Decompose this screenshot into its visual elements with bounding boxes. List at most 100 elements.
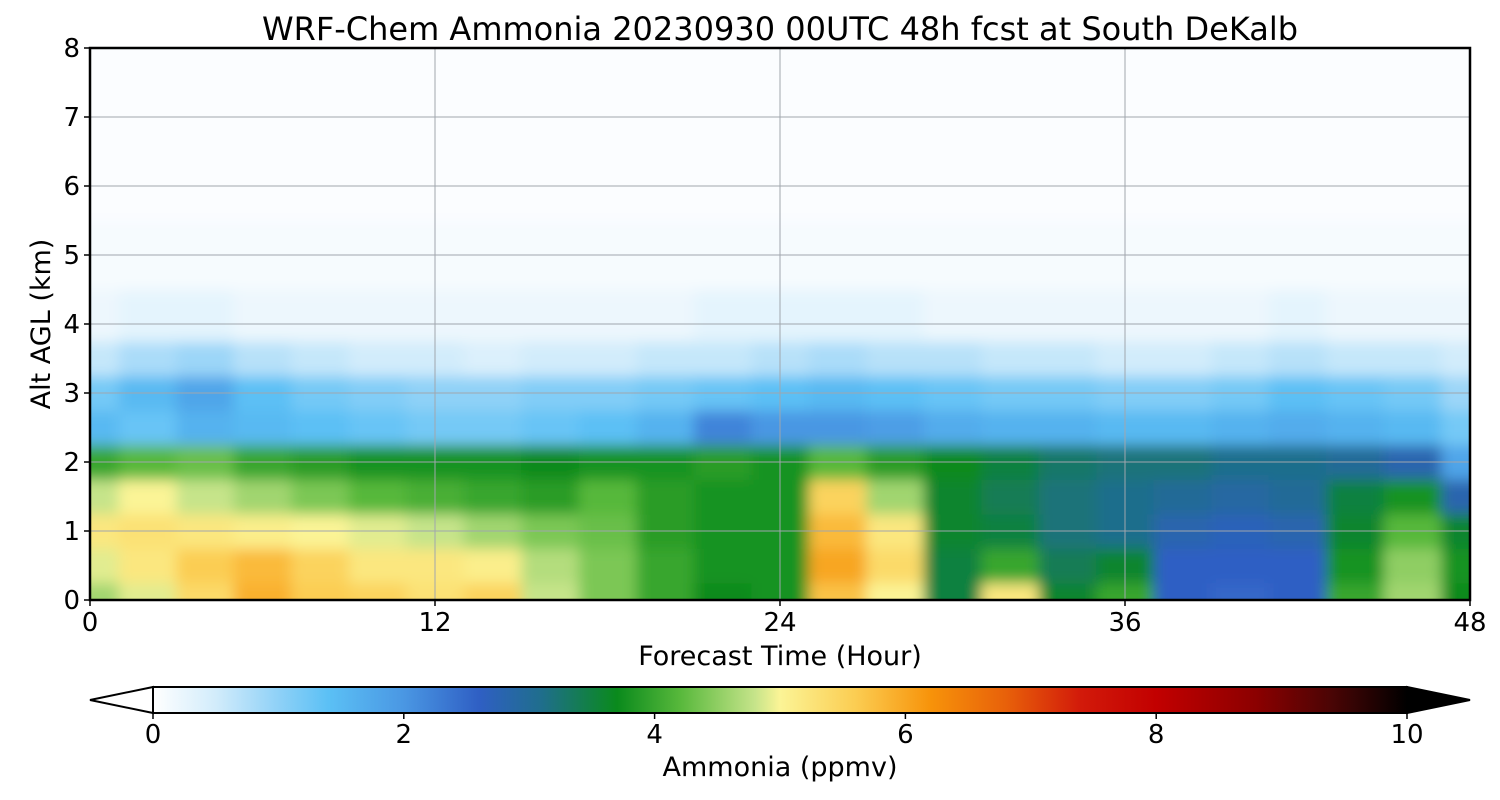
heatmap-cell xyxy=(291,341,350,377)
heatmap-cell xyxy=(866,410,925,446)
heatmap-cell xyxy=(1153,410,1212,446)
heatmap-cell xyxy=(1038,479,1097,515)
heatmap-cell xyxy=(1268,289,1327,342)
x-axis: 0 12 24 36 48 xyxy=(82,600,1487,638)
colorbar-tick-label: 0 xyxy=(145,720,162,750)
heatmap-cell xyxy=(693,410,752,446)
heatmap-cell xyxy=(1038,341,1097,377)
heatmap-cell xyxy=(521,582,580,600)
heatmap-cell xyxy=(1326,341,1385,377)
heatmap-cell xyxy=(578,582,637,600)
heatmap-cell xyxy=(291,548,350,584)
heatmap-cell xyxy=(291,48,350,84)
heatmap-cell xyxy=(981,479,1040,515)
heatmap-cell xyxy=(808,289,867,342)
heatmap-cell xyxy=(176,548,235,584)
heatmap-cell xyxy=(866,582,925,600)
heatmap-cell xyxy=(808,341,867,377)
y-tick-label: 2 xyxy=(63,448,80,478)
colorbar: 0 2 4 6 8 10 xyxy=(89,685,1471,750)
heatmap-cell xyxy=(1383,410,1442,446)
heatmap-cell xyxy=(233,582,292,600)
heatmap-cell xyxy=(1326,410,1385,446)
x-tick-label: 0 xyxy=(82,608,99,638)
heatmap-cell xyxy=(1268,548,1327,584)
heatmap-cell xyxy=(1383,479,1442,515)
heatmap-cell xyxy=(176,410,235,446)
heatmap-cell xyxy=(636,341,695,377)
grid-lines xyxy=(90,48,1470,600)
heatmap-cell xyxy=(233,341,292,377)
heatmap-cell xyxy=(1211,289,1270,342)
heatmap-cell xyxy=(981,548,1040,584)
heatmap-cell xyxy=(521,479,580,515)
heatmap-cell xyxy=(1441,410,1470,446)
heatmap-cell xyxy=(118,548,177,584)
heatmap-cell xyxy=(348,341,407,377)
heatmap-cell xyxy=(1383,48,1442,84)
heatmap-cell xyxy=(693,479,752,515)
heatmap-cell xyxy=(981,582,1040,600)
heatmap-cell xyxy=(1441,289,1470,342)
y-tick-label: 1 xyxy=(63,517,80,547)
heatmap-cell xyxy=(118,48,177,84)
heatmap-cell xyxy=(1153,479,1212,515)
heatmap-cell xyxy=(463,48,522,84)
heatmap-cell xyxy=(118,410,177,446)
heatmap-cell xyxy=(981,341,1040,377)
heatmap-cell xyxy=(1383,289,1442,342)
y-tick-label: 0 xyxy=(63,586,80,616)
heatmap-cell xyxy=(348,410,407,446)
heatmap-cell xyxy=(521,410,580,446)
heatmap-cell xyxy=(348,479,407,515)
heatmap-cell xyxy=(636,479,695,515)
colorbar-gradient xyxy=(152,686,1408,714)
heatmap-cell xyxy=(1038,582,1097,600)
x-axis-label: Forecast Time (Hour) xyxy=(638,641,922,672)
heatmap-cell xyxy=(1211,479,1270,515)
heatmap-cell xyxy=(233,410,292,446)
heatmap-cell xyxy=(981,410,1040,446)
heatmap-cell xyxy=(866,341,925,377)
heatmap-cell xyxy=(923,582,982,600)
heatmap-cell xyxy=(866,548,925,584)
chart-title: WRF-Chem Ammonia 20230930 00UTC 48h fcst… xyxy=(262,10,1298,48)
heatmap-cell xyxy=(176,48,235,84)
heatmap-cell xyxy=(693,582,752,600)
heatmap-cell xyxy=(291,479,350,515)
heatmap-cell xyxy=(1153,289,1212,342)
x-tick-label: 48 xyxy=(1453,608,1486,638)
heatmap-cell xyxy=(90,582,120,600)
colorbar-ticks: 0 2 4 6 8 10 xyxy=(145,713,1424,750)
y-tick-label: 8 xyxy=(63,34,80,64)
heatmap-cell xyxy=(1211,548,1270,584)
heatmap-cell xyxy=(176,582,235,600)
heatmap-cell xyxy=(578,479,637,515)
colorbar-under-arrow xyxy=(89,685,154,715)
heatmap-cell xyxy=(923,48,982,84)
heatmap-cell xyxy=(866,289,925,342)
y-tick-label: 5 xyxy=(63,241,80,271)
heatmap-cell xyxy=(1441,341,1470,377)
heatmap-cell xyxy=(578,341,637,377)
heatmap-cell xyxy=(636,582,695,600)
heatmap-cell xyxy=(176,289,235,342)
heatmap-cell xyxy=(90,289,120,342)
heatmap-cell xyxy=(693,548,752,584)
heatmap-cell xyxy=(923,341,982,377)
x-tick-label: 12 xyxy=(418,608,451,638)
heatmap-cell xyxy=(90,48,120,84)
heatmap-cell xyxy=(1038,548,1097,584)
heatmap-cell xyxy=(521,548,580,584)
x-tick-label: 36 xyxy=(1108,608,1141,638)
heatmap-cell xyxy=(1441,582,1470,600)
heatmap-cell xyxy=(233,289,292,342)
heatmap-cell xyxy=(521,289,580,342)
heatmap-cell xyxy=(463,341,522,377)
heatmap-cell xyxy=(1153,548,1212,584)
heatmap-cell xyxy=(1268,341,1327,377)
heatmap-cell xyxy=(118,582,177,600)
heatmap-cell xyxy=(463,582,522,600)
heatmap-cell xyxy=(636,289,695,342)
